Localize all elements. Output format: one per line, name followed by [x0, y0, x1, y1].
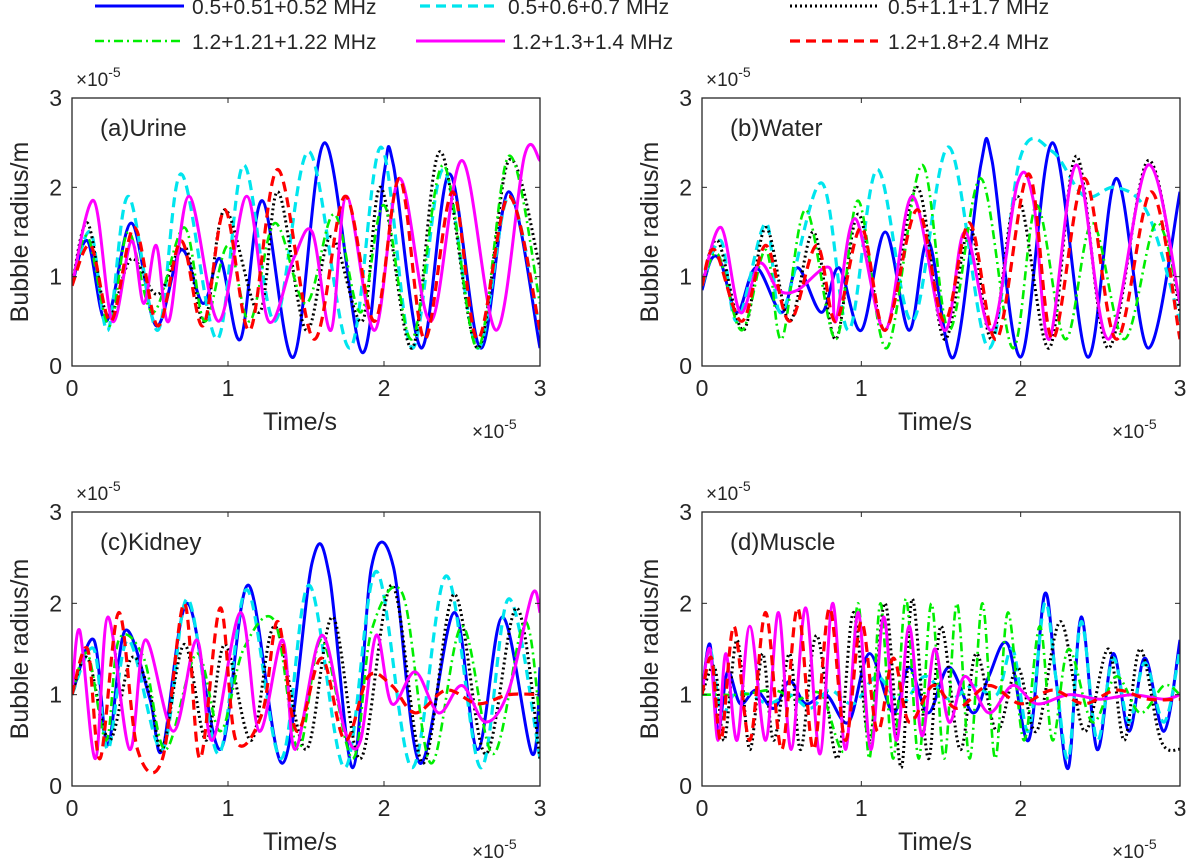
y-tick-label: 3	[679, 85, 692, 111]
series-line-5	[702, 172, 1180, 341]
y-axis-label: Bubble radius/m	[6, 559, 34, 740]
x-tick-label: 1	[222, 375, 235, 401]
series-group	[72, 540, 540, 775]
series-line-4	[72, 589, 540, 761]
panel-title: (a)Urine	[100, 115, 187, 142]
panel-title: (c)Kidney	[100, 529, 201, 556]
y-axis-label: Bubble radius/m	[636, 142, 664, 323]
series-line-3	[702, 597, 1180, 760]
y-tick-label: 1	[49, 264, 62, 290]
legend-entry: 1.2+1.3+1.4 MHz	[416, 31, 673, 54]
y-tick-label: 3	[679, 499, 692, 525]
legend-entry: 0.5+1.1+1.7 MHz	[790, 0, 1049, 19]
series-line-3	[72, 585, 540, 765]
y-tick-label: 2	[49, 174, 62, 200]
panel-muscle: 0 1 2 3 0 1 2 3 ×10-5 ×10-5 Time/s Bubble radius/m (…	[636, 478, 1186, 863]
legend-label: 0.5+0.51+0.52 MHz	[192, 0, 376, 19]
legend-label: 1.2+1.8+2.4 MHz	[888, 31, 1049, 54]
legend-entry: 0.5+0.51+0.52 MHz	[95, 0, 376, 19]
x-tick-label: 1	[855, 375, 868, 401]
y-tick-label: 2	[679, 590, 692, 616]
series-line-1	[702, 136, 1180, 350]
axes-frame	[701, 511, 1181, 787]
x-tick-label: 0	[696, 795, 709, 821]
y-tick-label: 2	[49, 590, 62, 616]
x-tick-label: 0	[66, 795, 79, 821]
panel-water: 0 1 2 3 0 1 2 3 ×10-5 ×10-5 Time/s Bubble radius/m (…	[636, 64, 1186, 443]
legend-label: 0.5+1.1+1.7 MHz	[888, 0, 1049, 19]
series-line-2	[702, 597, 1180, 770]
y-exponent: ×10-5	[76, 64, 121, 91]
x-tick-label: 2	[378, 375, 391, 401]
x-tick-label: 3	[534, 375, 547, 401]
panel-title: (d)Muscle	[730, 529, 835, 556]
y-tick-label: 1	[679, 682, 692, 708]
y-exponent: ×10-5	[706, 64, 751, 91]
y-tick-label: 0	[49, 773, 62, 799]
panel-kidney: 0 1 2 3 0 1 2 3 ×10-5 ×10-5 Time/s Bubble radius/m (…	[6, 478, 546, 863]
y-axis-label: Bubble radius/m	[6, 142, 34, 323]
y-tick-label: 1	[49, 682, 62, 708]
legend-label: 1.2+1.3+1.4 MHz	[512, 31, 673, 54]
legend: 0.5+0.51+0.52 MHz 0.5+0.6+0.7 MHz 0.5+1.…	[95, 0, 1049, 54]
y-tick-label: 1	[679, 264, 692, 290]
y-tick-label: 3	[49, 85, 62, 111]
legend-label: 0.5+0.6+0.7 MHz	[508, 0, 669, 19]
x-tick-label: 1	[222, 795, 235, 821]
series-line-5	[702, 606, 1180, 752]
y-tick-label: 0	[679, 773, 692, 799]
series-group	[72, 141, 540, 359]
x-tick-label: 3	[1174, 795, 1187, 821]
x-tick-label: 0	[696, 375, 709, 401]
panel-title: (b)Water	[730, 115, 822, 142]
series-line-1	[72, 569, 540, 770]
y-tick-label: 0	[49, 353, 62, 379]
series-group	[702, 136, 1180, 360]
legend-entry: 1.2+1.8+2.4 MHz	[790, 31, 1049, 54]
axes-frame	[701, 97, 1181, 367]
y-tick-label: 3	[49, 499, 62, 525]
y-exponent: ×10-5	[706, 478, 751, 505]
x-exponent: ×10-5	[1112, 416, 1157, 443]
x-tick-label: 1	[855, 795, 868, 821]
y-exponent: ×10-5	[76, 478, 121, 505]
x-tick-label: 2	[1014, 795, 1027, 821]
legend-entry: 1.2+1.21+1.22 MHz	[95, 31, 376, 54]
series-line-0	[702, 136, 1180, 360]
legend-label: 1.2+1.21+1.22 MHz	[192, 31, 376, 54]
legend-entry: 0.5+0.6+0.7 MHz	[420, 0, 669, 19]
series-line-4	[72, 143, 540, 332]
axes-frame	[71, 511, 541, 787]
y-tick-label: 2	[679, 174, 692, 200]
x-tick-label: 2	[1014, 375, 1027, 401]
series-group	[702, 591, 1180, 770]
x-tick-label: 0	[66, 375, 79, 401]
panel-urine: 0 1 2 3 0 1 2 3 ×10-5 ×10-5 Time/s Bubble radius/m (…	[6, 64, 546, 443]
x-tick-label: 3	[1174, 375, 1187, 401]
x-tick-label: 3	[534, 795, 547, 821]
x-axis-label: Time/s	[263, 408, 337, 436]
y-axis-label: Bubble radius/m	[636, 559, 664, 740]
x-axis-label: Time/s	[898, 408, 972, 436]
y-tick-label: 0	[679, 353, 692, 379]
x-exponent: ×10-5	[1112, 836, 1157, 863]
x-tick-label: 2	[378, 795, 391, 821]
x-axis-label: Time/s	[263, 828, 337, 856]
x-axis-label: Time/s	[898, 828, 972, 856]
series-line-5	[72, 167, 540, 341]
series-line-5	[72, 601, 540, 775]
x-exponent: ×10-5	[472, 416, 517, 443]
x-exponent: ×10-5	[472, 836, 517, 863]
axes-frame	[71, 97, 541, 367]
